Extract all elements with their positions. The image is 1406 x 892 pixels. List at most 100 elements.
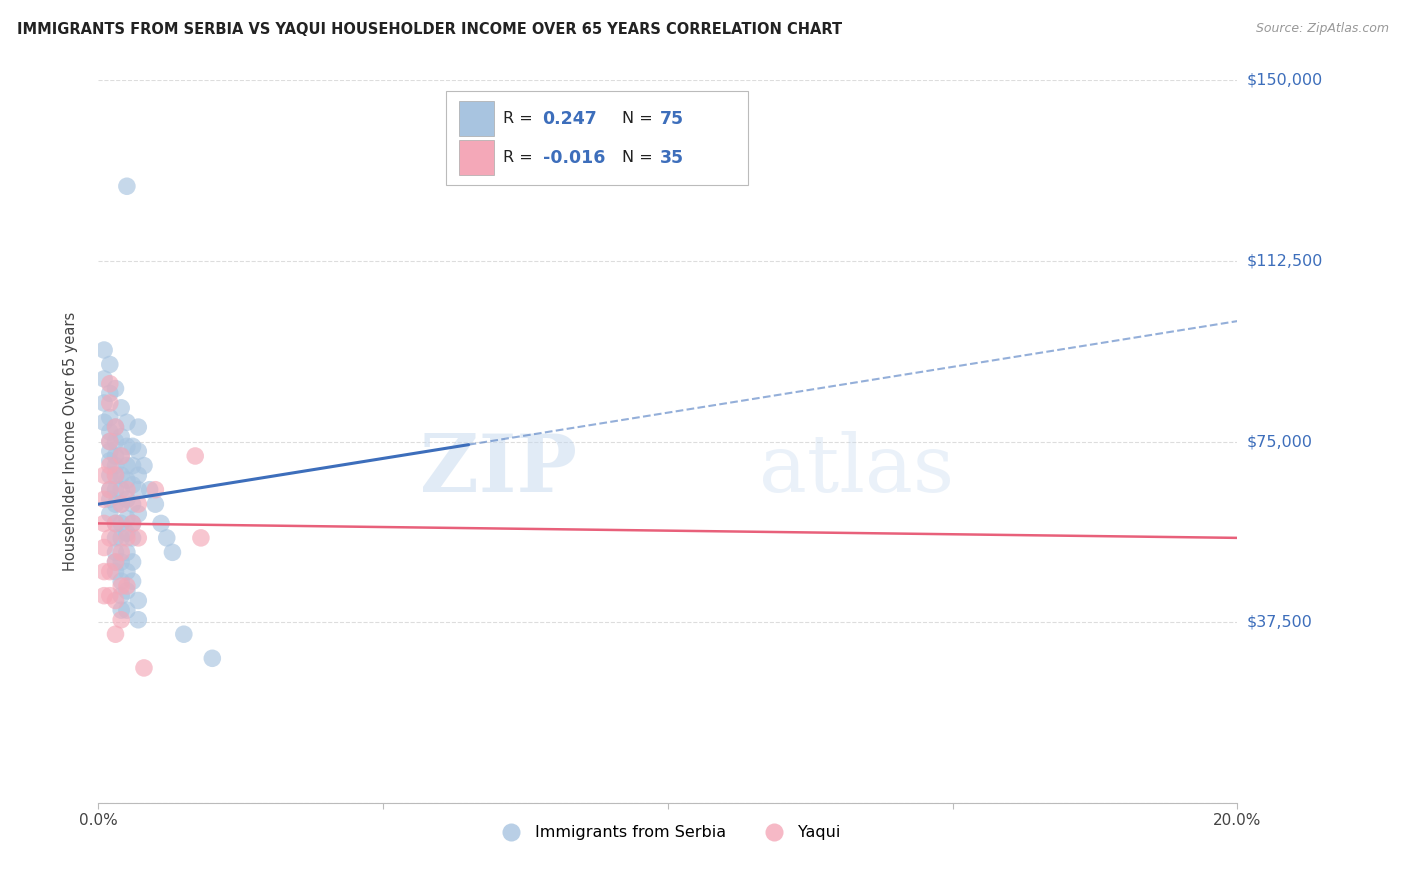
Point <box>127 593 149 607</box>
Point <box>110 483 132 497</box>
Point <box>104 497 127 511</box>
Text: $37,500: $37,500 <box>1246 615 1312 630</box>
Point <box>162 545 184 559</box>
Point <box>104 468 127 483</box>
Point <box>98 358 121 372</box>
Text: $112,500: $112,500 <box>1246 253 1323 268</box>
Point <box>93 492 115 507</box>
Point <box>115 583 138 598</box>
Point <box>110 555 132 569</box>
Point <box>110 579 132 593</box>
Point <box>115 483 138 497</box>
Point <box>115 473 138 487</box>
Point <box>145 483 167 497</box>
Point <box>104 516 127 531</box>
Point <box>104 449 127 463</box>
Point <box>93 565 115 579</box>
Point <box>190 531 212 545</box>
Point <box>121 516 143 531</box>
Point <box>104 382 127 396</box>
Point <box>110 401 132 415</box>
Point <box>145 497 167 511</box>
Text: N =: N = <box>623 112 658 126</box>
Point <box>104 593 127 607</box>
Point <box>98 458 121 473</box>
Point <box>104 627 127 641</box>
Point <box>104 483 127 497</box>
Point <box>127 444 149 458</box>
Point <box>115 526 138 541</box>
Point <box>93 396 115 410</box>
Point <box>93 516 115 531</box>
Point <box>115 179 138 194</box>
Point <box>156 531 179 545</box>
Point <box>121 574 143 589</box>
Point <box>138 483 160 497</box>
Text: 75: 75 <box>659 110 683 128</box>
Point <box>110 613 132 627</box>
Point <box>201 651 224 665</box>
Text: ZIP: ZIP <box>420 432 576 509</box>
Point <box>132 661 155 675</box>
Point <box>121 497 143 511</box>
Point <box>104 468 127 483</box>
Point <box>110 430 132 444</box>
Point <box>121 516 143 531</box>
Point <box>104 565 127 579</box>
Text: $75,000: $75,000 <box>1246 434 1312 449</box>
Point <box>127 531 149 545</box>
Point <box>150 516 173 531</box>
Text: R =: R = <box>503 150 537 165</box>
Point <box>110 574 132 589</box>
Point <box>98 386 121 401</box>
Point <box>110 603 132 617</box>
Text: N =: N = <box>623 150 658 165</box>
Point <box>93 589 115 603</box>
Point <box>98 410 121 425</box>
Point <box>104 555 127 569</box>
Point <box>98 454 121 468</box>
Point <box>115 492 138 507</box>
Point <box>127 420 149 434</box>
Point <box>115 545 138 559</box>
Point <box>93 415 115 429</box>
Point <box>115 531 138 545</box>
Point <box>110 545 132 559</box>
Point <box>93 372 115 386</box>
Point <box>110 589 132 603</box>
Point <box>98 492 121 507</box>
Point <box>121 555 143 569</box>
Point <box>110 497 132 511</box>
Point <box>104 555 127 569</box>
Text: Source: ZipAtlas.com: Source: ZipAtlas.com <box>1256 22 1389 36</box>
Point <box>115 415 138 429</box>
Point <box>104 420 127 434</box>
Point <box>98 531 121 545</box>
Point <box>104 531 127 545</box>
Point <box>110 497 132 511</box>
Point <box>98 468 121 483</box>
Point <box>132 458 155 473</box>
Point <box>93 468 115 483</box>
Point <box>127 613 149 627</box>
Point <box>115 511 138 525</box>
Point <box>98 434 121 449</box>
FancyBboxPatch shape <box>460 101 494 136</box>
Point <box>104 458 127 473</box>
Point <box>121 439 143 453</box>
Point <box>115 579 138 593</box>
FancyBboxPatch shape <box>460 140 494 175</box>
Point <box>98 589 121 603</box>
Point <box>98 376 121 391</box>
Text: 0.247: 0.247 <box>543 110 598 128</box>
Point <box>115 565 138 579</box>
Text: IMMIGRANTS FROM SERBIA VS YAQUI HOUSEHOLDER INCOME OVER 65 YEARS CORRELATION CHA: IMMIGRANTS FROM SERBIA VS YAQUI HOUSEHOL… <box>17 22 842 37</box>
Point <box>104 434 127 449</box>
Text: -0.016: -0.016 <box>543 149 605 167</box>
Text: 35: 35 <box>659 149 683 167</box>
Point <box>93 343 115 357</box>
FancyBboxPatch shape <box>446 91 748 185</box>
Point <box>127 468 149 483</box>
Y-axis label: Householder Income Over 65 years: Householder Income Over 65 years <box>63 312 77 571</box>
Point <box>127 507 149 521</box>
